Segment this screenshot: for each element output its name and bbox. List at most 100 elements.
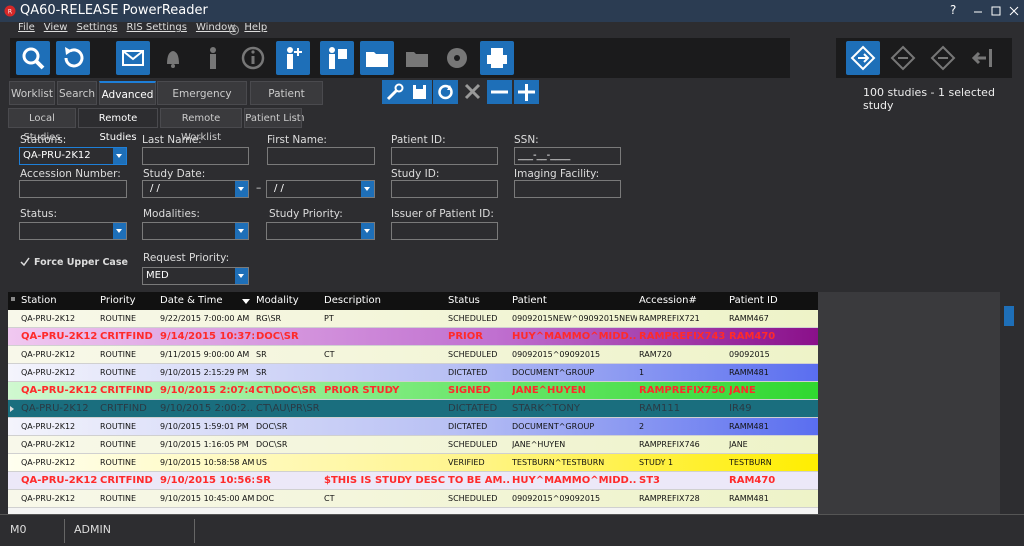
table-cell: CT [324,490,446,507]
text-input[interactable] [267,147,375,165]
column-header[interactable]: Modality [256,292,322,310]
tool-button[interactable] [407,80,432,104]
text-input[interactable] [514,180,621,198]
ssn-input[interactable]: ___-__-____ [514,147,621,165]
field-label: Last Name: [142,134,202,146]
text-input[interactable] [391,147,498,165]
date-input[interactable]: / / [266,180,375,198]
menu-item[interactable]: Help [244,22,267,33]
checkbox[interactable] [19,256,31,268]
tool-button[interactable] [116,41,150,75]
scroll-thumb[interactable] [1004,306,1014,326]
table-cell: JANE^HUYEN [512,436,637,453]
close-mdi[interactable] [229,25,239,35]
tool-button[interactable] [196,41,230,75]
combo[interactable] [19,222,127,240]
tool-button[interactable] [400,41,434,75]
column-header[interactable]: Accession# [639,292,727,310]
icon [460,80,485,104]
table-row[interactable]: QA-PRU-2K12ROUTINE9/11/2015 9:00:00 AMSR… [8,346,818,364]
combo[interactable] [142,222,249,240]
tool-button[interactable] [966,41,1000,75]
stations-combo[interactable]: QA-PRU-2K12 [19,147,127,165]
column-header[interactable]: Station [21,292,99,310]
tool-button[interactable] [460,80,485,104]
table-row[interactable]: QA-PRU-2K12ROUTINE9/10/2015 1:16:05 PMDO… [8,436,818,454]
tool-button[interactable] [886,41,920,75]
table-row[interactable]: QA-PRU-2K12CRITFIND9/10/2015 2:07:4...CT… [8,382,818,400]
menu-item[interactable]: Settings [76,22,117,33]
icon [196,41,230,75]
column-header[interactable]: Description [324,292,446,310]
tab[interactable]: Search [57,81,97,105]
tool-button[interactable] [440,41,474,75]
table-row[interactable]: QA-PRU-2K12ROUTINE9/10/2015 10:58:58 AMU… [8,454,818,472]
tool-button[interactable] [382,80,407,104]
tool-button[interactable] [56,41,90,75]
tool-button[interactable] [487,80,512,104]
table-cell: DOC\SR [256,418,322,435]
column-header[interactable]: Patient ID [729,292,814,310]
column-header[interactable]: Status [448,292,510,310]
tool-button[interactable] [16,41,50,75]
table-cell: CRITFIND [100,472,158,489]
checkbox-label[interactable]: Force Upper Case [34,257,128,268]
menu-item[interactable]: File [18,22,35,33]
subtab[interactable]: Local Studies [8,108,76,128]
menu-item[interactable]: RIS Settings [126,22,186,33]
tab[interactable]: Patient Search [250,81,323,105]
tool-button[interactable] [514,80,539,104]
subtab[interactable]: Remote Studies [78,108,158,128]
date-input[interactable]: / / [142,180,249,198]
table-cell: QA-PRU-2K12 [21,472,99,489]
combo[interactable]: MED [142,267,249,285]
table-cell: 9/10/2015 2:07:4... [160,382,254,399]
help-button[interactable]: ? [950,3,956,17]
subtab[interactable]: Remote Worklist [160,108,242,128]
menu-item[interactable]: View [44,22,68,33]
table-cell: RAM720 [639,346,727,363]
table-row[interactable]: QA-PRU-2K12CRITFIND9/10/2015 2:00:2...CT… [8,400,818,418]
tool-button[interactable] [926,41,960,75]
table-row[interactable]: QA-PRU-2K12ROUTINE9/22/2015 7:00:00 AMRG… [8,310,818,328]
table-cell: SCHEDULED [448,346,510,363]
table-cell: RAMPREFIX746 [639,436,727,453]
table-cell: 9/10/2015 2:15:29 PM [160,364,254,381]
icon [116,41,150,75]
table-row[interactable]: QA-PRU-2K12CRITFIND9/10/2015 10:56:...SR… [8,472,818,490]
table-row[interactable]: QA-PRU-2K12ROUTINE9/10/2015 2:15:29 PMSR… [8,364,818,382]
text-input[interactable] [142,147,249,165]
scrollbar[interactable] [1001,292,1017,514]
column-header[interactable]: Patient [512,292,637,310]
column-header[interactable]: Date & Time [160,292,254,310]
table-cell: HUY^MAMMO^MIDD... [512,328,637,345]
table-row[interactable]: QA-PRU-2K12ROUTINE9/10/2015 10:45:00 AMD… [8,490,818,508]
table-cell: JANE [729,382,814,399]
text-input[interactable] [391,222,498,240]
tab[interactable]: Emergency Access [157,81,247,105]
tool-button[interactable] [846,41,880,75]
field-label: Request Priority: [143,252,229,264]
tool-button[interactable] [276,41,310,75]
tab[interactable]: Worklist [9,81,55,105]
icon [320,41,354,75]
column-header[interactable]: Priority [100,292,158,310]
icon [480,41,514,75]
table-cell: RAMPREFIX743 [639,328,727,345]
tool-button[interactable] [320,41,354,75]
tool-button[interactable] [480,41,514,75]
tool-button[interactable] [236,41,270,75]
tool-button[interactable] [360,41,394,75]
tool-button[interactable] [156,41,190,75]
table-row[interactable]: QA-PRU-2K12CRITFIND9/14/2015 10:37:...DO… [8,328,818,346]
table-cell: DICTATED [448,400,510,417]
window-controls[interactable] [972,4,1022,18]
text-input[interactable] [19,180,127,198]
text-input[interactable] [391,180,498,198]
combo[interactable] [266,222,375,240]
table-row[interactable]: QA-PRU-2K12ROUTINE9/10/2015 1:59:01 PMDO… [8,418,818,436]
subtab[interactable]: Patient List [244,108,302,128]
tool-button[interactable] [433,80,458,104]
tab[interactable]: Advanced [99,81,156,105]
table-cell: TESTBURN^TESTBURN [512,454,637,471]
